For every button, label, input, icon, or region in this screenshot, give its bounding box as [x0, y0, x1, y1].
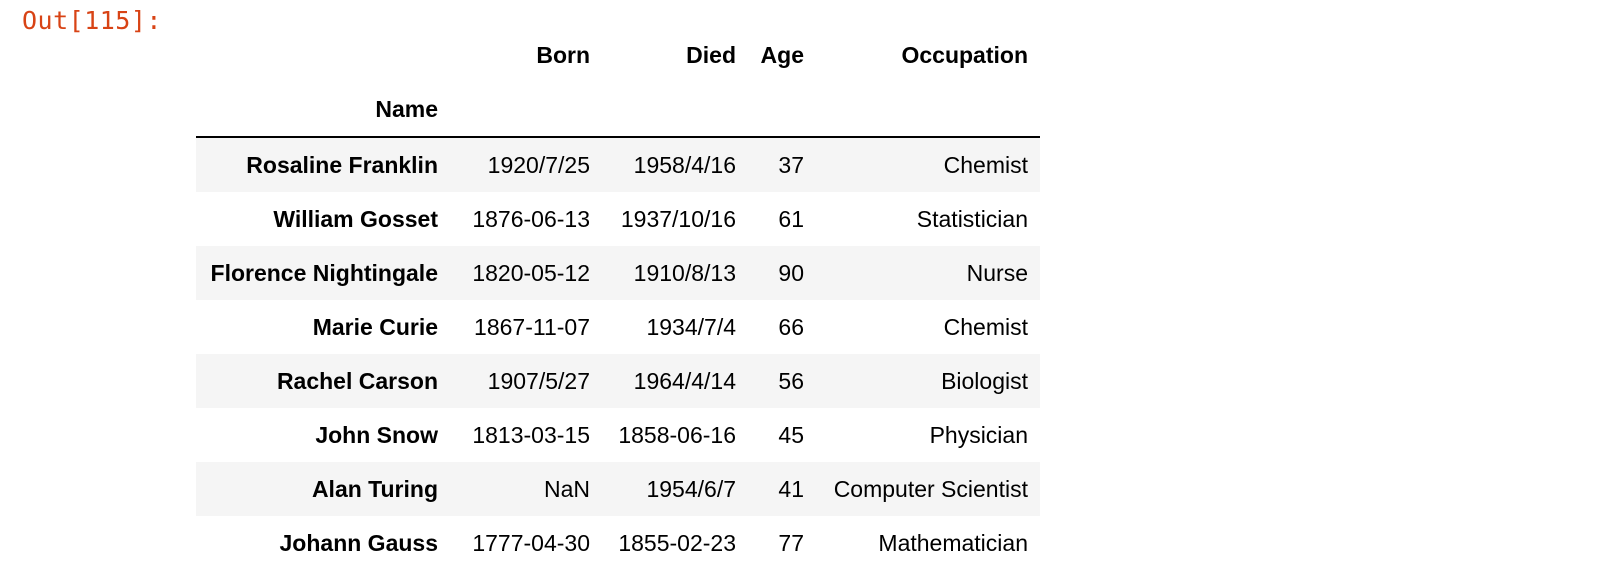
table-row: Rosaline Franklin 1920/7/25 1958/4/16 37 Che…	[196, 137, 1040, 192]
cell-age: 66	[778, 313, 804, 340]
row-name: Florence Nightingale	[210, 259, 438, 286]
cell-occupation: Chemist	[943, 313, 1028, 340]
row-name: Rachel Carson	[276, 367, 438, 394]
cell-age: 45	[778, 421, 804, 448]
cell-died: 1937/10/16	[620, 205, 736, 232]
table-row: Rachel Carson 1907/5/27 1964/4/14 56 Biologi…	[196, 354, 1040, 408]
row-name: William Gosset	[273, 205, 438, 232]
cell-born: 1777-04-30	[472, 529, 590, 556]
index-name-blank	[450, 82, 602, 137]
output-prompt: Out[115]:	[22, 6, 162, 35]
cell-died: 1964/4/14	[633, 367, 736, 394]
cell-born: NaN	[543, 475, 590, 502]
table-row: Johann Gauss 1777-04-30 1855-02-23 77 Mathem…	[196, 516, 1040, 570]
cell-age: 61	[778, 205, 804, 232]
cell-age: 41	[778, 475, 804, 502]
column-header-born: Born	[536, 41, 590, 68]
table-body: Rosaline Franklin 1920/7/25 1958/4/16 37 Che…	[196, 137, 1040, 570]
cell-died: 1934/7/4	[646, 313, 736, 340]
cell-occupation: Biologist	[941, 367, 1028, 394]
table-row: William Gosset 1876-06-13 1937/10/16 61 Stat…	[196, 192, 1040, 246]
row-name: John Snow	[315, 421, 438, 448]
cell-occupation: Nurse	[966, 259, 1028, 286]
dataframe-table: Born Died Age Occupation Name Rosaline F…	[196, 28, 1040, 570]
cell-born: 1876-06-13	[472, 205, 590, 232]
index-name-blank	[602, 82, 748, 137]
table-row: John Snow 1813-03-15 1858-06-16 45 Physician	[196, 408, 1040, 462]
dataframe-container: Born Died Age Occupation Name Rosaline F…	[196, 28, 1040, 570]
cell-born: 1920/7/25	[487, 151, 590, 178]
row-name: Rosaline Franklin	[246, 151, 438, 178]
cell-born: 1820-05-12	[472, 259, 590, 286]
cell-occupation: Chemist	[943, 151, 1028, 178]
cell-occupation: Physician	[929, 421, 1028, 448]
cell-died: 1910/8/13	[633, 259, 736, 286]
cell-age: 90	[778, 259, 804, 286]
column-header-occupation: Occupation	[901, 41, 1028, 68]
index-header-blank	[196, 28, 450, 82]
row-name: Marie Curie	[312, 313, 438, 340]
index-name-row: Name	[196, 82, 1040, 137]
index-name-blank	[816, 82, 1040, 137]
row-name: Alan Turing	[311, 475, 438, 502]
index-name-blank	[748, 82, 816, 137]
cell-born: 1867-11-07	[474, 313, 590, 340]
row-name: Johann Gauss	[279, 529, 438, 556]
column-header-row: Born Died Age Occupation	[196, 28, 1040, 82]
cell-died: 1954/6/7	[646, 475, 736, 502]
cell-age: 56	[778, 367, 804, 394]
cell-occupation: Statistician	[916, 205, 1028, 232]
table-row: Marie Curie 1867-11-07 1934/7/4 66 Chemist	[196, 300, 1040, 354]
cell-occupation: Mathematician	[878, 529, 1028, 556]
cell-died: 1858-06-16	[618, 421, 736, 448]
cell-died: 1958/4/16	[633, 151, 736, 178]
table-row: Florence Nightingale 1820-05-12 1910/8/13 9…	[196, 246, 1040, 300]
column-header-age: Age	[760, 41, 804, 68]
cell-died: 1855-02-23	[618, 529, 736, 556]
cell-born: 1813-03-15	[472, 421, 590, 448]
table-row: Alan Turing NaN 1954/6/7 41 Computer Scienti…	[196, 462, 1040, 516]
index-name-header: Name	[375, 95, 438, 122]
cell-occupation: Computer Scientist	[833, 475, 1028, 502]
cell-age: 77	[778, 529, 804, 556]
cell-born: 1907/5/27	[487, 367, 590, 394]
column-header-died: Died	[686, 41, 736, 68]
cell-age: 37	[778, 151, 804, 178]
table-header: Born Died Age Occupation Name	[196, 28, 1040, 137]
